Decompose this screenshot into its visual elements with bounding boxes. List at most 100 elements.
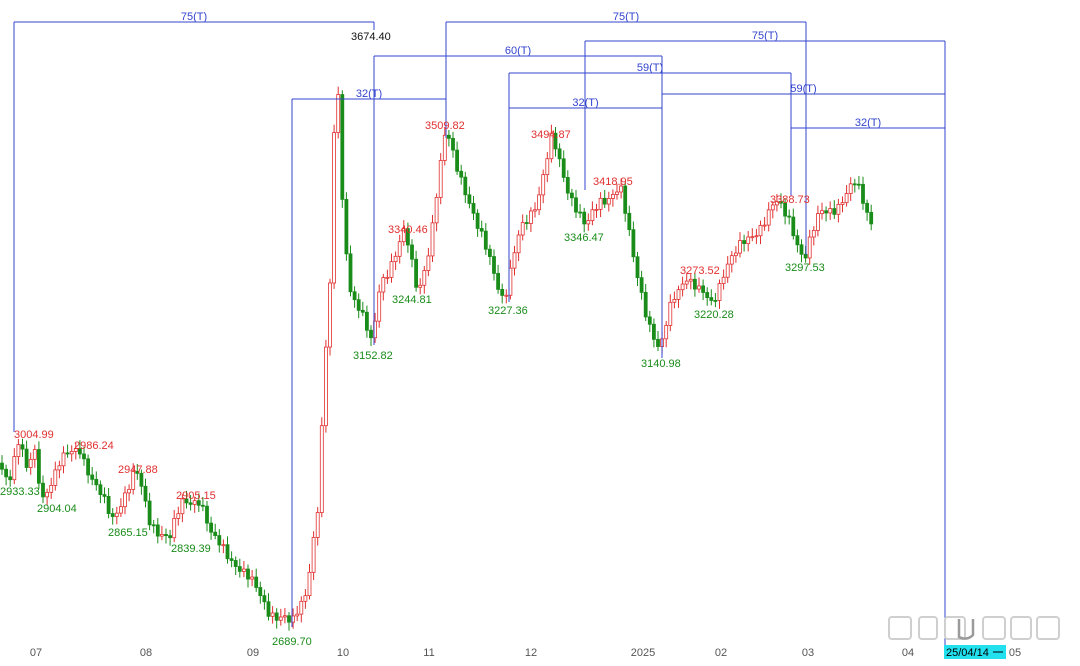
cycle-label: 75(T) (181, 11, 207, 23)
candle (565, 170, 570, 201)
candle (787, 209, 792, 225)
candle (729, 251, 734, 273)
candle (537, 186, 541, 215)
candle (315, 507, 320, 546)
candle (172, 510, 177, 543)
candle (184, 490, 189, 509)
candle (176, 506, 181, 526)
candle (16, 438, 21, 465)
candle (688, 273, 693, 290)
price-label: 2986.24 (74, 440, 114, 452)
cycle-label: 59(T) (637, 62, 663, 74)
candle (811, 226, 816, 246)
candle (225, 536, 230, 564)
candle (254, 568, 259, 592)
cycle-label: 75(T) (752, 30, 778, 42)
candle (49, 477, 54, 499)
candle (820, 202, 824, 220)
candle (12, 448, 17, 485)
price-label: 3227.36 (488, 305, 528, 317)
candle (32, 444, 37, 468)
candle (241, 560, 246, 578)
candle (451, 131, 455, 158)
candle (467, 186, 472, 209)
candle (631, 221, 636, 263)
candle (865, 199, 869, 221)
x-tick: 02 (715, 647, 727, 659)
candle (274, 608, 279, 629)
candle (303, 589, 308, 609)
candle (848, 177, 853, 201)
candle (82, 446, 86, 466)
price-label: 2947.88 (118, 464, 158, 476)
candle (385, 269, 390, 284)
candle (783, 198, 787, 225)
candle (213, 523, 218, 540)
candle (418, 278, 423, 295)
candle (106, 488, 111, 519)
candle (127, 484, 131, 502)
candle (323, 339, 328, 433)
candle (270, 606, 275, 624)
price-label: 3494.87 (531, 129, 571, 141)
candle (602, 189, 607, 208)
candle (606, 191, 611, 212)
candle (459, 164, 464, 185)
price-label: 3509.82 (425, 120, 465, 132)
price-label: 2904.04 (37, 503, 77, 515)
x-tick: 10 (337, 647, 349, 659)
candle (553, 126, 558, 157)
candle (94, 471, 99, 491)
x-tick: 05 (1009, 647, 1021, 659)
price-labels-layer: 3004.99 2933.33 2986.24 2904.04 2947.88 2865.… (0, 31, 825, 648)
candle (340, 90, 345, 208)
candle (758, 220, 763, 245)
price-label: 2865.15 (108, 527, 148, 539)
date-cursor-label: 25/04/14 (946, 647, 989, 659)
candle (791, 208, 796, 240)
candle (192, 496, 197, 513)
candle (8, 469, 13, 487)
candle (348, 245, 353, 297)
candle (840, 196, 845, 213)
candle (147, 492, 152, 531)
price-label: 3388.73 (770, 194, 810, 206)
candle (155, 518, 160, 544)
candle (463, 171, 468, 203)
cycle-label: 32(T) (855, 117, 881, 129)
candle (701, 279, 705, 301)
candle (430, 215, 435, 263)
candle (635, 251, 640, 287)
x-tick: 07 (30, 647, 42, 659)
candle (262, 589, 267, 610)
candle (41, 475, 45, 504)
price-label: 3140.98 (641, 358, 681, 370)
candle (680, 276, 685, 297)
candle (725, 256, 730, 283)
candle (65, 444, 70, 458)
candle (693, 272, 697, 297)
candle (852, 178, 857, 193)
candle (307, 563, 312, 600)
candle (159, 525, 164, 541)
candle (524, 214, 529, 230)
candle (832, 200, 837, 219)
candle (586, 213, 591, 231)
cycle-label: 32(T) (356, 88, 382, 100)
candle (78, 440, 82, 459)
candle (623, 182, 628, 222)
candle (278, 608, 283, 626)
candle (598, 192, 603, 218)
candle (168, 529, 173, 546)
candle (258, 581, 263, 604)
candle (188, 495, 193, 511)
candle (311, 531, 316, 581)
candle (397, 234, 402, 264)
candle (504, 289, 509, 304)
candle (410, 239, 414, 268)
candle (438, 153, 443, 205)
candle (139, 469, 144, 495)
price-label: 3152.82 (353, 350, 393, 362)
candle (570, 188, 574, 207)
